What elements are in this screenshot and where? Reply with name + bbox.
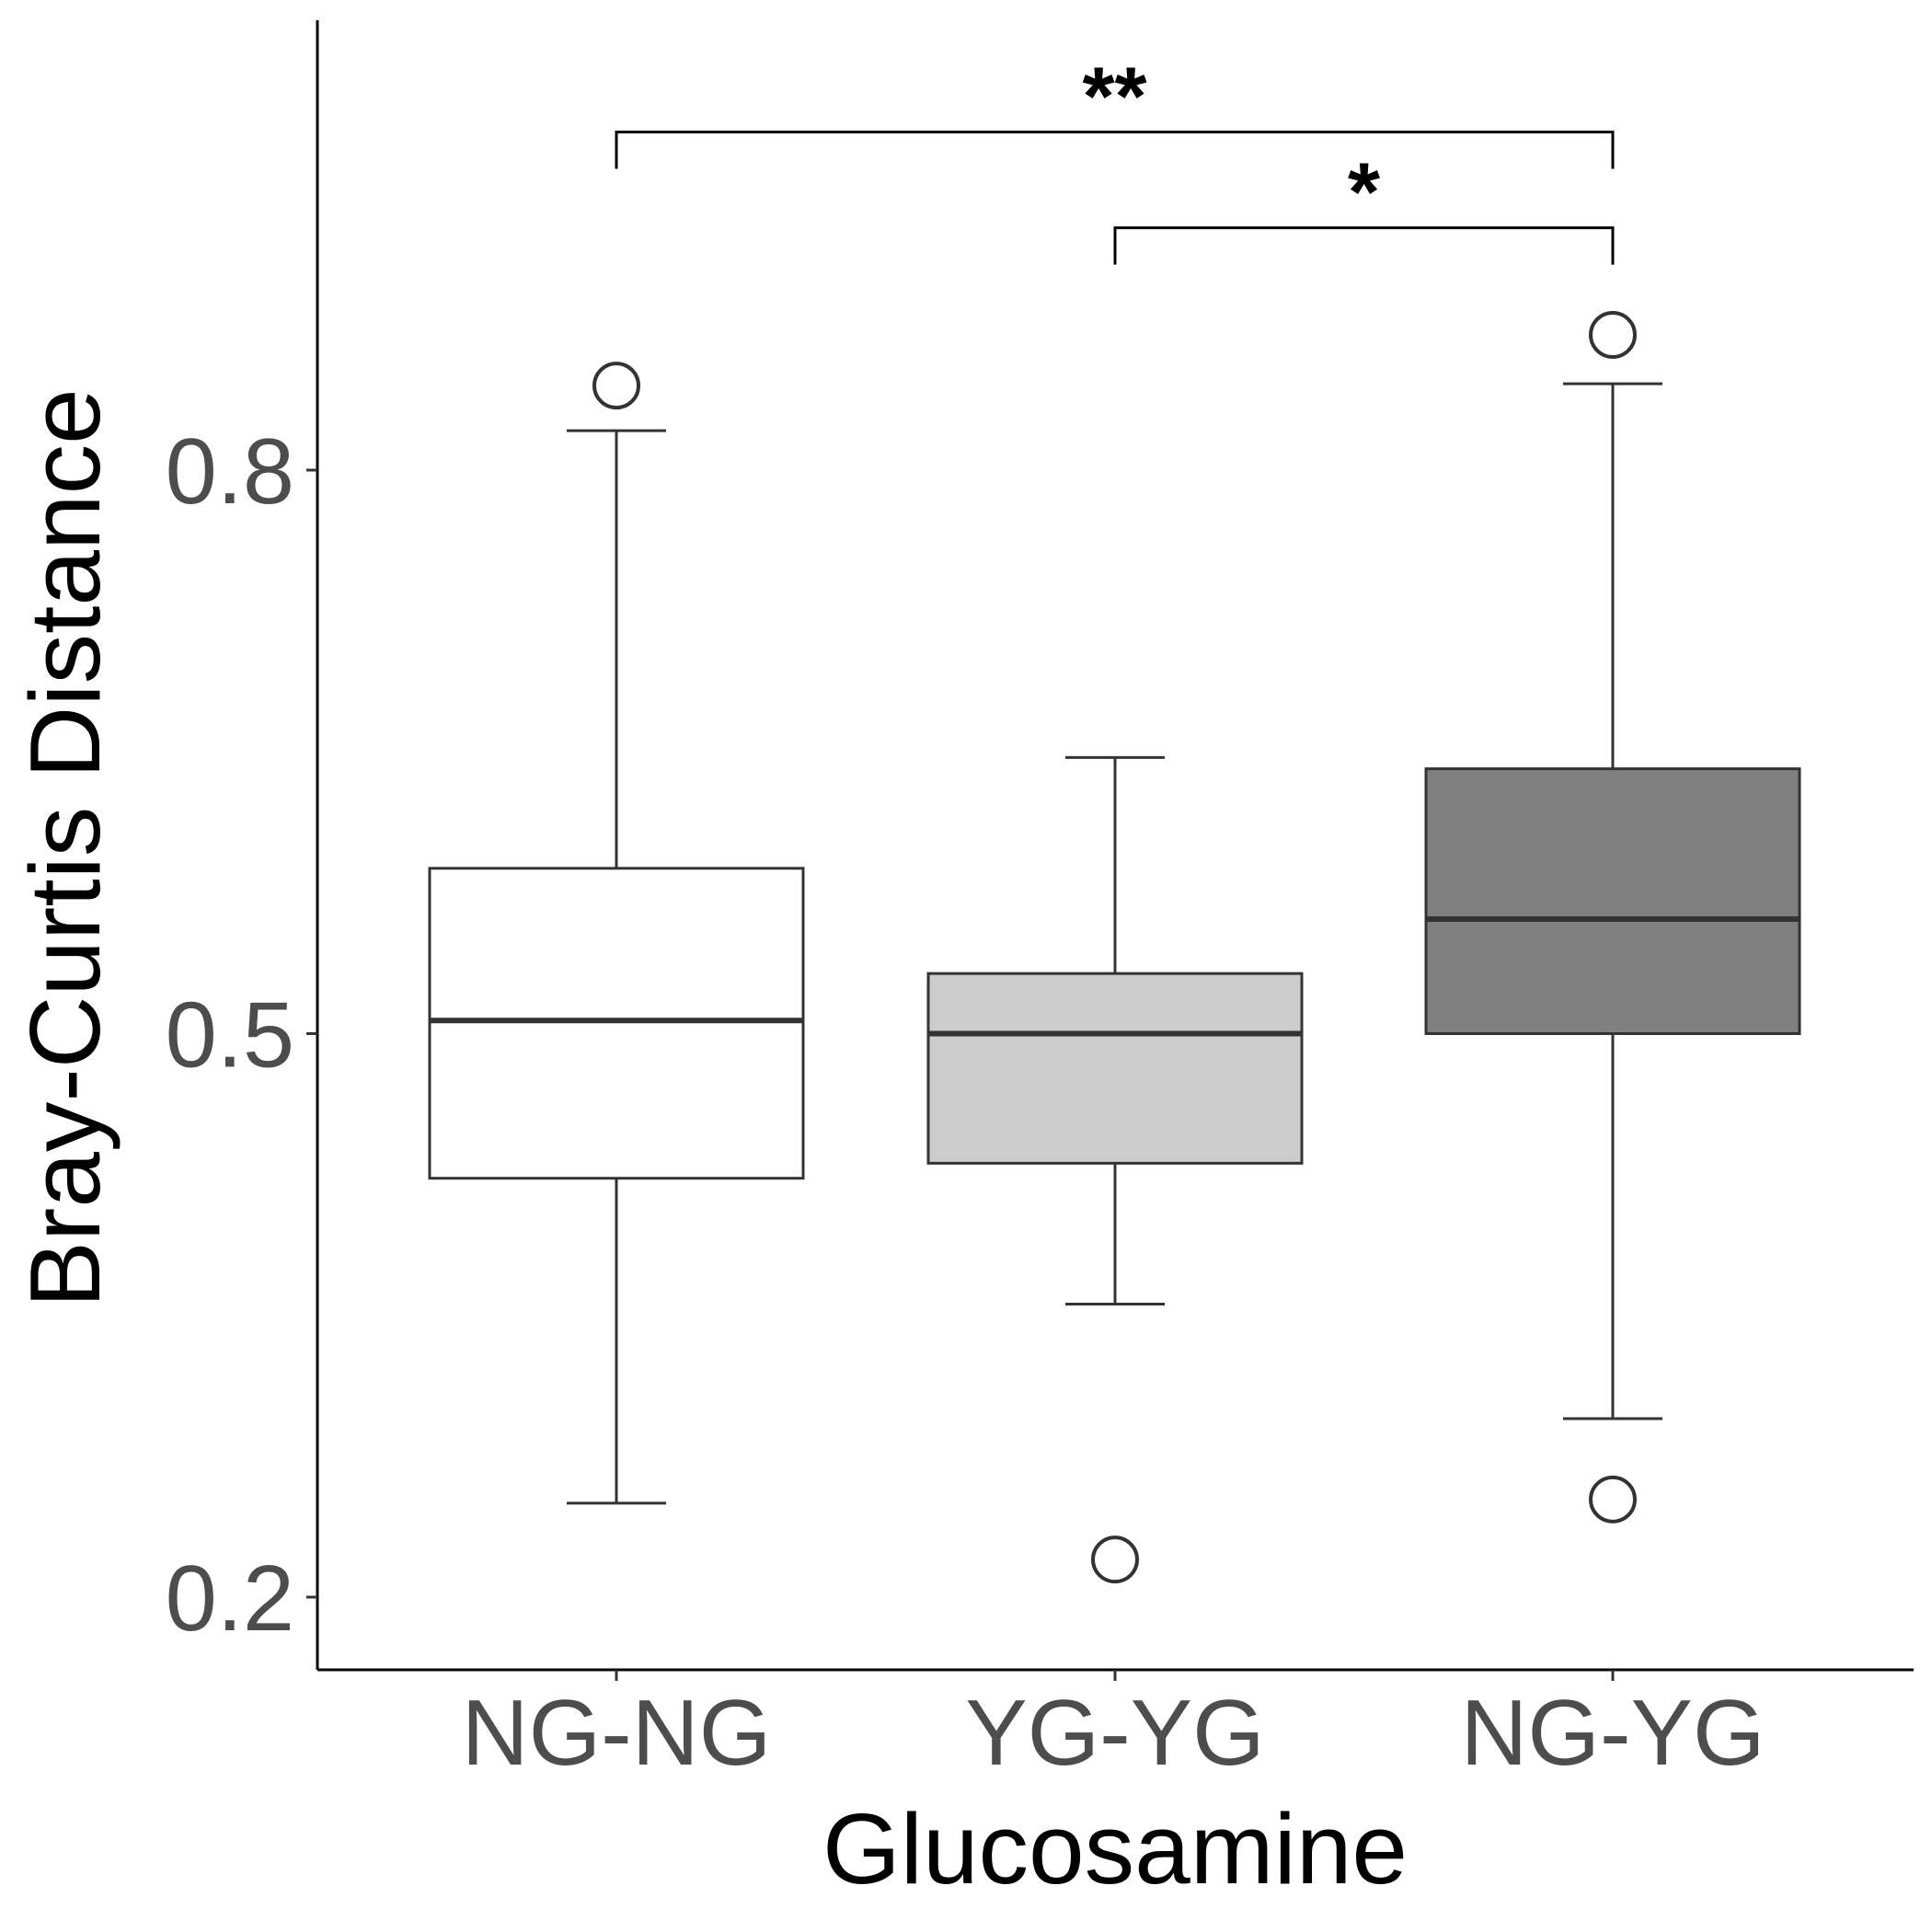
outlier-point [1589,311,1637,359]
bracket-line [1113,226,1615,265]
iqr-box [1424,767,1801,1035]
iqr-box [428,867,805,1180]
significance-label: * [1348,147,1380,239]
y-tick-label: 0.5 [166,984,294,1087]
outlier-point [1091,1535,1139,1584]
box-ng-yg [1424,311,1801,1524]
outlier-point [1589,1475,1637,1524]
y-tick-label: 0.8 [166,420,294,523]
x-ticks: NG-NG YG-YG NG-YG [462,1670,1765,1785]
x-tick-label: NG-YG [1460,1682,1765,1785]
x-tick-label: NG-NG [462,1682,772,1785]
significance-bracket: ** [615,52,1615,169]
plot-area [428,311,1801,1584]
box-yg-yg [926,755,1304,1584]
iqr-box [926,972,1304,1165]
significance-brackets: *** [615,52,1615,265]
outlier-point [592,362,640,410]
y-tick-label: 0.2 [166,1547,294,1650]
y-axis-title: Bray-Curtis Distance [9,388,121,1307]
box-ng-ng [428,362,805,1505]
x-tick-label: YG-YG [965,1682,1265,1785]
significance-label: ** [1082,52,1146,144]
significance-bracket: * [1113,147,1615,265]
bracket-line [615,131,1615,169]
y-ticks: 0.2 0.5 0.8 [166,420,317,1650]
x-axis-title: Glucosamine [822,1793,1408,1905]
